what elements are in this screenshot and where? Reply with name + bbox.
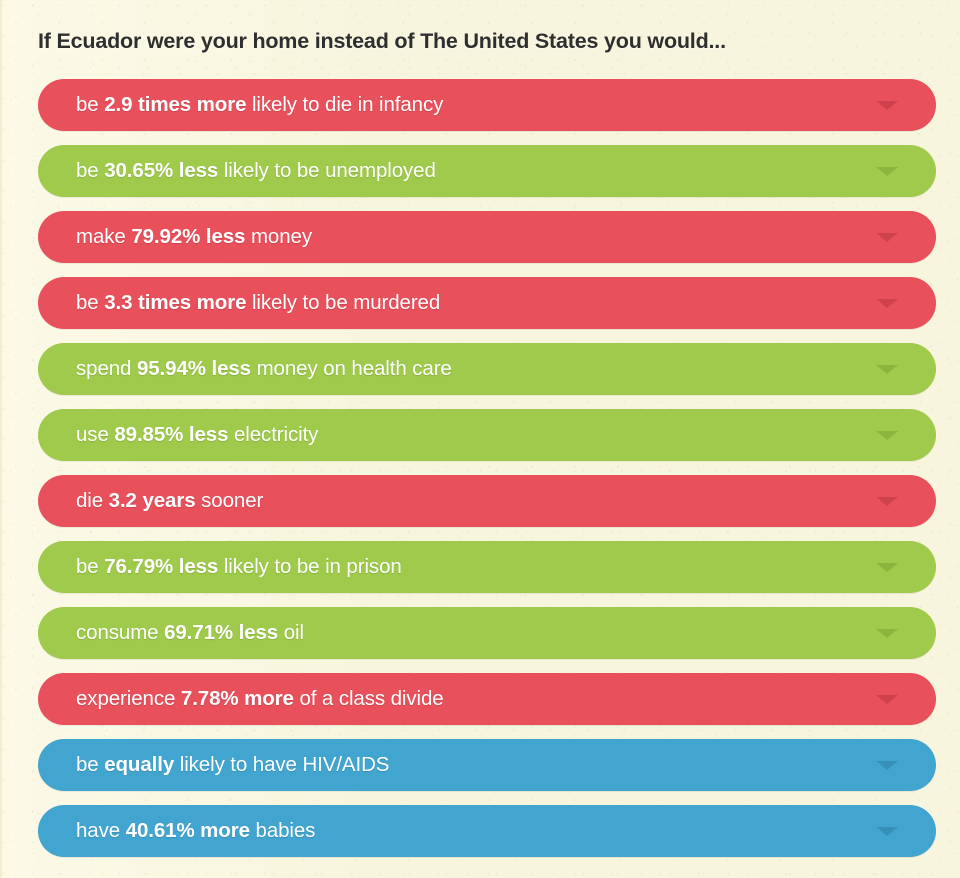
comparison-bar[interactable]: make 79.92% less money	[38, 211, 936, 263]
bar-stat-value: 95.94% less	[136, 358, 251, 380]
comparison-bar[interactable]: be 30.65% less likely to be unemployed	[38, 145, 936, 197]
comparison-bar-label: be 3.3 times more likely to be murdered	[38, 293, 510, 314]
bar-text-prefix: spend	[76, 358, 137, 380]
chevron-down-icon[interactable]	[876, 761, 898, 770]
bar-text-suffix: likely to die in infancy	[246, 94, 444, 116]
bar-text-suffix: money on health care	[250, 358, 452, 380]
bar-text-prefix: make	[76, 226, 132, 248]
bar-stat-value: 3.3 times more	[104, 292, 247, 314]
chevron-down-icon[interactable]	[876, 101, 898, 110]
bar-text-suffix: electricity	[228, 424, 319, 446]
bar-text-prefix: have	[76, 820, 126, 842]
bar-stat-value: 7.78% more	[180, 688, 294, 710]
bar-text-prefix: be	[76, 94, 105, 116]
bar-text-suffix: likely to have HIV/AIDS	[174, 754, 390, 776]
comparison-bar[interactable]: be 3.3 times more likely to be murdered	[38, 277, 936, 329]
bar-text-suffix: oil	[278, 622, 304, 644]
comparison-bar-label: be 76.79% less likely to be in prison	[38, 557, 472, 578]
comparison-bar-label: be equally likely to have HIV/AIDS	[38, 755, 459, 776]
bar-stat-value: 89.85% less	[114, 424, 229, 446]
chevron-down-icon[interactable]	[876, 299, 898, 308]
chevron-down-icon[interactable]	[876, 827, 898, 836]
chevron-down-icon[interactable]	[876, 431, 898, 440]
bar-text-prefix: be	[76, 160, 105, 182]
comparison-bar[interactable]: have 40.61% more babies	[38, 805, 936, 857]
bar-text-suffix: likely to be in prison	[218, 556, 402, 578]
chevron-down-icon[interactable]	[876, 167, 898, 176]
bar-stat-value: 76.79% less	[104, 556, 219, 578]
bar-text-suffix: money	[245, 226, 312, 248]
bar-text-suffix: likely to be unemployed	[218, 160, 436, 182]
comparison-bar[interactable]: experience 7.78% more of a class divide	[38, 673, 936, 725]
comparison-bar-list: be 2.9 times more likely to die in infan…	[38, 79, 936, 871]
comparison-bar-label: have 40.61% more babies	[38, 821, 385, 842]
bar-stat-value: 2.9 times more	[104, 94, 247, 116]
chevron-down-icon[interactable]	[876, 695, 898, 704]
bar-text-prefix: die	[76, 490, 109, 512]
bar-text-prefix: use	[76, 424, 115, 446]
comparison-bar[interactable]: be equally likely to have HIV/AIDS	[38, 739, 936, 791]
chevron-down-icon[interactable]	[876, 233, 898, 242]
bar-text-suffix: sooner	[195, 490, 264, 512]
comparison-bar[interactable]: consume 69.71% less oil	[38, 607, 936, 659]
comparison-bar-label: be 30.65% less likely to be unemployed	[38, 161, 506, 182]
chevron-down-icon[interactable]	[876, 629, 898, 638]
bar-stat-value: 40.61% more	[125, 820, 250, 842]
page-left-edge	[0, 0, 3, 878]
chevron-down-icon[interactable]	[876, 365, 898, 374]
bar-stat-value: 3.2 years	[108, 490, 196, 512]
bar-text-prefix: experience	[76, 688, 181, 710]
bar-stat-value: 69.71% less	[164, 622, 279, 644]
bar-text-suffix: babies	[249, 820, 316, 842]
bar-text-prefix: consume	[76, 622, 165, 644]
comparison-bar[interactable]: spend 95.94% less money on health care	[38, 343, 936, 395]
chevron-down-icon[interactable]	[876, 497, 898, 506]
comparison-bar-label: experience 7.78% more of a class divide	[38, 689, 514, 710]
comparison-bar-label: make 79.92% less money	[38, 227, 382, 248]
bar-text-prefix: be	[76, 292, 105, 314]
comparison-bar-label: be 2.9 times more likely to die in infan…	[38, 95, 513, 116]
comparison-bar-label: use 89.85% less electricity	[38, 425, 388, 446]
comparison-bar[interactable]: die 3.2 years sooner	[38, 475, 936, 527]
bar-stat-value: equally	[104, 754, 175, 776]
bar-text-prefix: be	[76, 556, 105, 578]
page-title: If Ecuador were your home instead of The…	[38, 29, 726, 53]
comparison-bar-label: spend 95.94% less money on health care	[38, 359, 522, 380]
bar-text-suffix: likely to be murdered	[246, 292, 441, 314]
bar-text-suffix: of a class divide	[293, 688, 444, 710]
bar-text-prefix: be	[76, 754, 105, 776]
chevron-down-icon[interactable]	[876, 563, 898, 572]
comparison-bar-label: die 3.2 years sooner	[38, 491, 333, 512]
comparison-bar[interactable]: be 2.9 times more likely to die in infan…	[38, 79, 936, 131]
bar-stat-value: 30.65% less	[104, 160, 219, 182]
comparison-bar-label: consume 69.71% less oil	[38, 623, 374, 644]
comparison-bar[interactable]: be 76.79% less likely to be in prison	[38, 541, 936, 593]
bar-stat-value: 79.92% less	[131, 226, 246, 248]
comparison-bar[interactable]: use 89.85% less electricity	[38, 409, 936, 461]
